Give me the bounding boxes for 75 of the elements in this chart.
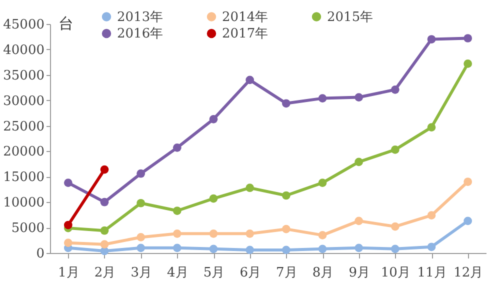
point [390,244,400,254]
point [464,216,472,226]
point [246,184,254,192]
y-tick-label: 40000 [3,42,44,58]
y-tick-label: 0 [36,246,44,262]
point [354,158,364,166]
x-tick-label: 9月 [348,266,370,280]
y-axis-title: 台 [58,14,74,32]
y-tick-label: 45000 [3,18,44,32]
point [464,60,472,68]
point [390,222,400,231]
point [209,114,218,124]
point [136,169,146,178]
legend-label: 2013年 [117,10,164,25]
point [282,191,290,200]
y-tick-label: 25000 [3,119,44,134]
point [172,229,182,238]
legend-label: 2014年 [222,10,268,25]
point [64,238,72,247]
point [246,229,254,238]
point [64,178,72,187]
point [318,244,327,254]
point [354,93,364,102]
point [282,224,290,234]
point [464,178,472,186]
point [64,220,72,230]
legend-label: 2015年 [327,10,374,25]
point [172,206,182,215]
point [209,244,218,254]
y-tick-label: 30000 [3,94,44,109]
y-tick-label: 20000 [3,144,44,160]
x-tick-label: 12月 [454,266,484,280]
point [100,165,109,174]
point [427,35,436,44]
point [318,178,327,187]
point [209,229,218,238]
legend-label: 2016年 [117,26,164,42]
point [427,211,436,220]
x-tick-label: 5月 [203,266,225,280]
x-tick-label: 2月 [94,266,116,280]
x-tick-label: 6月 [240,266,261,280]
point [390,146,400,154]
point [427,242,436,252]
point [318,94,327,102]
point [354,216,364,226]
x-tick-label: 10月 [380,266,410,280]
y-tick-label: 15000 [3,170,44,186]
point [172,244,182,252]
point [100,240,109,249]
x-tick-label: 11月 [417,266,447,280]
point [464,34,472,42]
point [390,85,400,94]
y-tick-label: 5000 [11,221,44,236]
point [354,244,364,252]
point [318,231,327,240]
x-tick-label: 3月 [130,266,152,280]
point [136,233,146,242]
x-tick-label: 7月 [276,266,298,280]
point [209,194,218,203]
point [427,123,436,132]
x-tick-label: 1月 [58,266,80,280]
point [100,198,109,206]
x-tick-label: 4月 [167,266,188,280]
legend-label: 2017年 [222,26,268,42]
point [172,143,182,152]
y-tick-label: 10000 [3,196,44,211]
point [246,76,254,84]
point [246,246,254,254]
y-tick-label: 35000 [3,68,44,84]
point [282,99,290,108]
point [136,244,146,252]
point [136,198,146,208]
point [282,246,290,254]
x-tick-label: 8月 [312,266,334,280]
point [100,226,109,235]
